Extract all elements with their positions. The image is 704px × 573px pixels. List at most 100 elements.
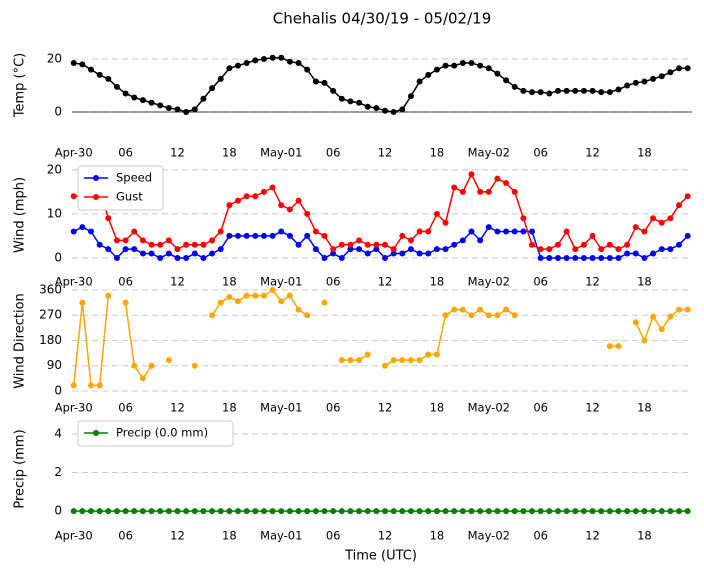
- data-point: [503, 180, 510, 187]
- data-point: [416, 250, 423, 257]
- data-point: [546, 90, 553, 97]
- data-point: [131, 228, 138, 235]
- series-line: [73, 56, 688, 113]
- legend-marker: [93, 175, 99, 181]
- x-tick-label: 12: [378, 275, 393, 289]
- data-point: [537, 89, 544, 96]
- data-point: [485, 65, 492, 72]
- data-point: [269, 184, 276, 191]
- data-point: [79, 508, 86, 515]
- series-line: [72, 288, 688, 387]
- data-point: [390, 250, 397, 257]
- x-tick-label: 06: [533, 401, 548, 415]
- data-point: [321, 254, 328, 261]
- data-point: [139, 97, 146, 104]
- data-point: [684, 508, 691, 515]
- data-point: [139, 250, 146, 257]
- data-point: [286, 292, 293, 299]
- data-point: [468, 312, 475, 319]
- data-point: [183, 109, 190, 116]
- chart-title: Chehalis 04/30/19 - 05/02/19: [273, 10, 492, 28]
- data-point: [165, 508, 172, 515]
- data-point: [226, 508, 233, 515]
- data-point: [537, 508, 544, 515]
- data-point: [312, 228, 319, 235]
- data-point: [511, 508, 518, 515]
- x-tick-label: 12: [170, 146, 185, 160]
- data-point: [520, 508, 527, 515]
- data-point: [442, 246, 449, 253]
- data-point: [191, 508, 198, 515]
- data-point: [70, 60, 77, 67]
- data-point: [295, 508, 302, 515]
- data-point: [399, 232, 406, 239]
- data-point: [624, 508, 631, 515]
- data-point: [399, 250, 406, 257]
- data-point: [382, 254, 389, 261]
- data-point: [537, 254, 544, 261]
- data-point: [235, 508, 242, 515]
- data-point: [399, 357, 406, 364]
- x-tick-label: 18: [430, 275, 445, 289]
- data-point: [667, 246, 674, 253]
- data-point: [684, 193, 691, 200]
- data-point: [572, 508, 579, 515]
- data-point: [589, 232, 596, 239]
- data-point: [572, 254, 579, 261]
- data-point: [105, 215, 112, 222]
- data-point: [321, 508, 328, 515]
- data-point: [304, 232, 311, 239]
- data-point: [70, 382, 77, 389]
- y-tick-label: 20: [47, 162, 62, 176]
- data-point: [485, 224, 492, 231]
- x-tick-label: 12: [378, 146, 393, 160]
- x-tick-label: 12: [585, 275, 600, 289]
- data-point: [157, 508, 164, 515]
- y-tick-label: 10: [47, 206, 62, 220]
- data-point: [494, 228, 501, 235]
- data-point: [615, 254, 622, 261]
- data-point: [606, 343, 613, 350]
- data-point: [451, 241, 458, 248]
- data-point: [658, 508, 665, 515]
- y-tick-label: 4: [54, 427, 62, 441]
- data-point: [338, 241, 345, 248]
- data-point: [494, 508, 501, 515]
- x-tick-label: 06: [533, 146, 548, 160]
- data-point: [105, 508, 112, 515]
- data-point: [606, 508, 613, 515]
- data-point: [459, 188, 466, 195]
- data-point: [364, 103, 371, 110]
- data-point: [174, 254, 181, 261]
- x-tick-label: Apr-30: [55, 275, 93, 289]
- data-point: [503, 306, 510, 313]
- data-point: [122, 246, 129, 253]
- data-point: [425, 228, 432, 235]
- data-point: [260, 188, 267, 195]
- data-point: [632, 508, 639, 515]
- data-point: [382, 362, 389, 369]
- data-point: [217, 246, 224, 253]
- data-point: [546, 254, 553, 261]
- data-point: [209, 508, 216, 515]
- data-point: [520, 87, 527, 94]
- data-point: [563, 228, 570, 235]
- data-point: [485, 188, 492, 195]
- x-tick-label: 06: [533, 529, 548, 543]
- data-point: [442, 62, 449, 69]
- x-tick-label: May-02: [468, 275, 510, 289]
- data-point: [286, 232, 293, 239]
- data-point: [235, 298, 242, 305]
- data-point: [606, 89, 613, 96]
- data-point: [641, 78, 648, 85]
- data-point: [260, 56, 267, 63]
- data-point: [209, 250, 216, 257]
- data-point: [433, 66, 440, 73]
- data-point: [217, 228, 224, 235]
- data-point: [485, 508, 492, 515]
- data-point: [511, 83, 518, 90]
- x-tick-label: 06: [533, 275, 548, 289]
- data-point: [658, 246, 665, 253]
- data-point: [278, 54, 285, 61]
- data-point: [217, 75, 224, 82]
